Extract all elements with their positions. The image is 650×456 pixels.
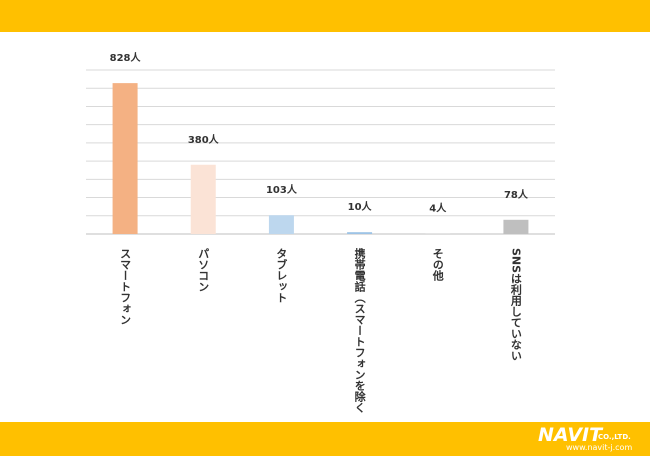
x-tick-label: パソコン — [197, 248, 210, 292]
value-label: 10人 — [348, 200, 373, 213]
logo-company: CO.,LTD. — [598, 433, 631, 441]
value-label: 78人 — [504, 188, 529, 201]
bar — [268, 215, 294, 234]
x-tick-label: SNSは利用していない — [509, 248, 522, 361]
value-label: 828人 — [110, 51, 142, 64]
bar — [112, 83, 138, 235]
x-tick-label: 携帯電話（スマートフォンを除く — [353, 247, 367, 413]
value-label: 4人 — [429, 201, 447, 214]
header-band — [0, 0, 650, 32]
bar — [190, 164, 216, 234]
logo: NAVIT — [538, 424, 604, 446]
footer-band — [0, 422, 650, 456]
bar — [425, 233, 451, 234]
value-label: 103人 — [266, 183, 298, 196]
x-tick-label: タブレット — [275, 248, 288, 303]
bar — [347, 232, 373, 234]
logo-url: www.navit-j.com — [566, 443, 632, 452]
value-label: 380人 — [188, 133, 220, 146]
x-tick-label: その他 — [431, 248, 445, 282]
bar — [503, 219, 529, 234]
x-tick-label: スマートフォン — [119, 248, 132, 325]
